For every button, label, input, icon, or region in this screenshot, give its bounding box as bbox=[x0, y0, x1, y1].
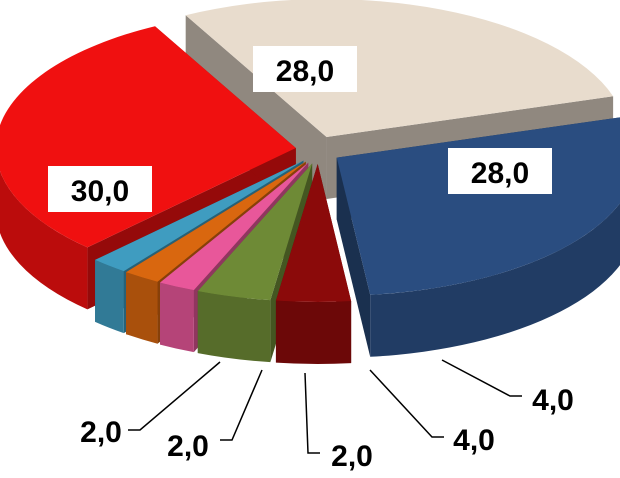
svg-text:28,0: 28,0 bbox=[276, 55, 334, 88]
pie-slice-top-1 bbox=[185, 0, 614, 138]
svg-text:2,0: 2,0 bbox=[331, 440, 373, 473]
svg-text:30,0: 30,0 bbox=[71, 175, 129, 208]
pie-slice-3 bbox=[275, 163, 352, 364]
svg-text:4,0: 4,0 bbox=[532, 384, 574, 417]
data-label-4: 4,0 bbox=[369, 369, 495, 457]
pie-slice-top-3 bbox=[275, 163, 352, 302]
pie-slice-top-7 bbox=[95, 160, 304, 272]
data-label-6: 2,0 bbox=[167, 369, 263, 463]
svg-text:2,0: 2,0 bbox=[80, 416, 122, 449]
data-label-8: 30,0 bbox=[48, 166, 152, 212]
data-label-2: 28,0 bbox=[448, 148, 552, 194]
svg-text:28,0: 28,0 bbox=[471, 157, 529, 190]
pie-slice-top-6 bbox=[126, 161, 306, 282]
data-label-5: 2,0 bbox=[304, 372, 373, 473]
pie-slice-top-4 bbox=[197, 163, 313, 301]
data-label-7: 2,0 bbox=[80, 361, 221, 449]
data-label-3: 4,0 bbox=[441, 359, 574, 417]
svg-text:4,0: 4,0 bbox=[453, 424, 495, 457]
pie-slice-top-5 bbox=[159, 162, 309, 291]
svg-text:2,0: 2,0 bbox=[167, 430, 209, 463]
data-label-1: 28,0 bbox=[253, 46, 357, 92]
